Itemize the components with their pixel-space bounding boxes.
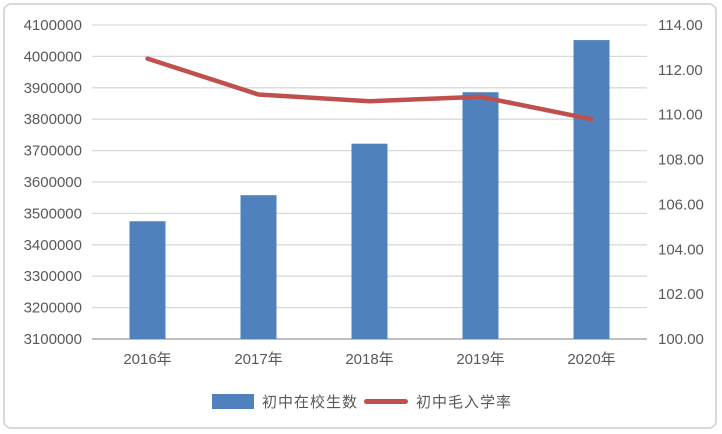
y-axis-left-tick-label: 3400000 [24,237,82,254]
chart-frame: 4100000 4000000 3900000 3800000 3700000 36000… [3,3,717,429]
x-axis-category-label: 2018年 [345,351,393,368]
y-axis-left-tick-label: 4100000 [24,17,82,34]
y-axis-right-tick-label: 110.00 [658,107,703,124]
y-axis-left-tick-label: 3100000 [24,331,82,348]
y-axis-right-tick-label: 112.00 [658,62,703,79]
legend: 初中在校生数 初中毛入学率 [5,391,715,412]
legend-line-swatch-icon [364,399,408,404]
y-axis-left-tick-label: 3300000 [24,268,82,285]
legend-item-enrollment: 初中在校生数 [211,391,358,412]
bar-2017年 [240,195,277,339]
rate-line [145,56,594,122]
x-axis-category-label: 2017年 [234,351,282,368]
y-axis-right-tick-label: 100.00 [658,331,704,348]
chart-canvas: 4100000 4000000 3900000 3800000 3700000 36000… [24,17,704,368]
legend-bar-label: 初中在校生数 [261,394,358,411]
legend-item-rate: 初中毛入学率 [364,391,512,412]
y-axis-left-tick-label: 3500000 [24,205,82,222]
y-axis-right-tick-label: 108.00 [658,152,704,169]
legend-bar-swatch-icon [211,394,254,409]
x-axis-category-label: 2020年 [567,351,615,368]
y-axis-right-tick-label: 106.00 [658,196,704,213]
x-axis-category-label: 2019年 [456,351,504,368]
legend-line-label: 初中毛入学率 [416,394,513,411]
bar-2016年 [129,221,166,339]
bar-2020年 [573,40,610,340]
y-axis-left-tick-label: 3200000 [24,300,82,317]
y-axis-left-tick-label: 4000000 [24,48,82,65]
y-axis-left-tick-label: 3900000 [24,80,82,97]
bar-2018年 [351,143,388,339]
y-axis-right-tick-label: 104.00 [658,241,704,258]
y-axis-left-tick-label: 3800000 [24,111,82,128]
x-axis-category-label: 2016年 [123,351,171,368]
bar-2019年 [462,92,499,339]
y-axis-right-tick-label: 114.00 [658,17,703,34]
y-axis-left-tick-label: 3600000 [24,174,82,191]
y-axis-left-tick-label: 3700000 [24,143,82,160]
y-axis-right-tick-label: 102.00 [658,286,704,303]
